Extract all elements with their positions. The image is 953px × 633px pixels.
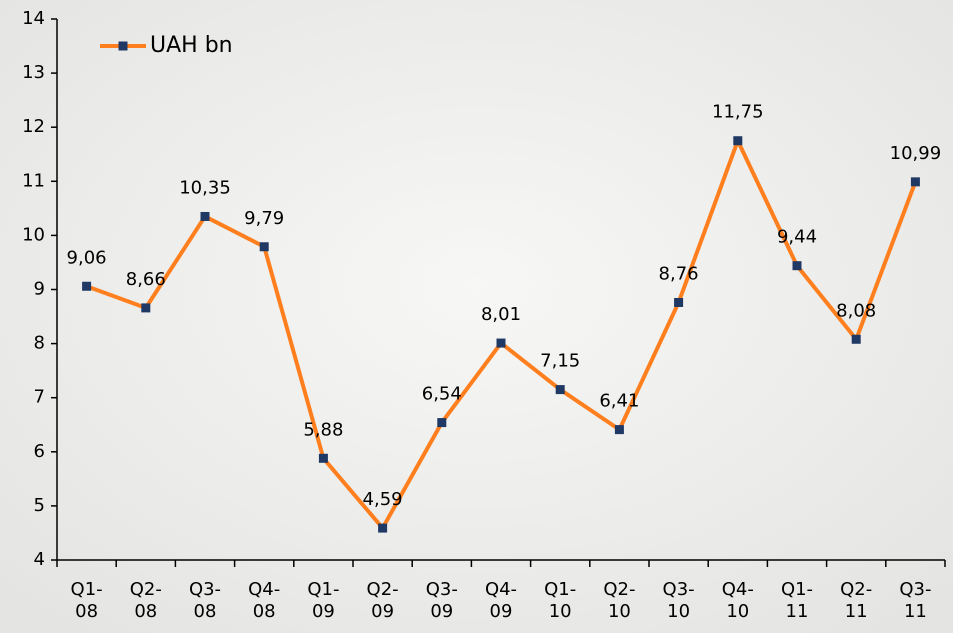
x-tick-label-line: Q2-	[367, 579, 399, 600]
point-marker	[318, 453, 328, 463]
y-tick-label: 8	[34, 333, 45, 354]
x-tick-label-line: Q3-	[426, 579, 458, 600]
x-tick-label-line: Q1-	[71, 579, 103, 600]
x-tick-label-line: 09	[430, 601, 453, 622]
x-tick-label-line: Q1-	[544, 579, 576, 600]
x-tick-label: Q1-09	[307, 579, 339, 622]
data-label: 10,99	[890, 143, 942, 164]
point-marker	[792, 261, 802, 271]
x-tick-label-line: Q4-	[722, 579, 754, 600]
point-marker	[141, 303, 151, 313]
point-marker	[259, 242, 269, 252]
y-tick-label: 13	[22, 62, 45, 83]
x-tick-label-line: 11	[904, 601, 927, 622]
y-tick-label: 5	[34, 495, 45, 516]
x-tick-label-line: 11	[786, 601, 809, 622]
x-tick-label-line: 08	[134, 601, 157, 622]
y-tick-label: 12	[22, 116, 45, 137]
x-tick-label: Q2-11	[840, 579, 872, 622]
x-tick-label-line: 08	[253, 601, 276, 622]
legend-marker	[118, 41, 128, 51]
x-tick-label-line: Q2-	[603, 579, 635, 600]
data-label: 4,59	[363, 489, 403, 510]
y-tick-label: 9	[34, 279, 45, 300]
x-tick-label: Q3-11	[899, 579, 931, 622]
x-tick-label-line: 09	[371, 601, 394, 622]
x-tick-label: Q4-09	[485, 579, 517, 622]
data-label: 7,15	[540, 351, 580, 372]
data-label: 9,06	[67, 247, 107, 268]
x-tick-label-line: 09	[312, 601, 335, 622]
point-marker	[378, 523, 388, 533]
point-marker	[674, 297, 684, 307]
x-tick-label: Q3-08	[189, 579, 221, 622]
data-label: 5,88	[303, 419, 343, 440]
data-label: 8,08	[836, 300, 876, 321]
x-tick-label: Q2-10	[603, 579, 635, 622]
data-label: 8,01	[481, 304, 521, 325]
x-tick-label: Q1-08	[71, 579, 103, 622]
data-label: 10,35	[179, 177, 231, 198]
point-marker	[614, 425, 624, 435]
x-tick-label-line: Q4-	[248, 579, 280, 600]
x-tick-label-line: Q2-	[840, 579, 872, 600]
x-tick-label: Q2-09	[367, 579, 399, 622]
x-tick-label: Q1-10	[544, 579, 576, 622]
point-marker	[437, 418, 447, 428]
data-label: 6,54	[422, 384, 462, 405]
x-tick-label-line: Q1-	[781, 579, 813, 600]
x-tick-label: Q3-10	[663, 579, 695, 622]
x-tick-label-line: Q2-	[130, 579, 162, 600]
x-tick-label: Q2-08	[130, 579, 162, 622]
point-marker	[555, 385, 565, 395]
point-marker	[82, 281, 92, 291]
y-tick-label: 10	[22, 224, 45, 245]
point-marker	[496, 338, 506, 348]
x-tick-label: Q4-10	[722, 579, 754, 622]
data-label: 9,79	[244, 208, 284, 229]
x-tick-label-line: 11	[845, 601, 868, 622]
y-tick-label: 6	[34, 441, 45, 462]
x-tick-label-line: 09	[490, 601, 513, 622]
x-tick-label-line: Q3-	[663, 579, 695, 600]
x-tick-label-line: 10	[726, 601, 749, 622]
x-tick-label-line: 08	[194, 601, 217, 622]
point-marker	[910, 177, 920, 187]
y-tick-label: 11	[22, 170, 45, 191]
x-tick-label-line: 08	[75, 601, 98, 622]
x-tick-label: Q3-09	[426, 579, 458, 622]
y-tick-label: 4	[34, 549, 45, 570]
y-tick-label: 7	[34, 387, 45, 408]
point-marker	[733, 136, 743, 146]
data-label: 9,44	[777, 227, 817, 248]
x-tick-label-line: Q4-	[485, 579, 517, 600]
x-tick-label-line: Q1-	[307, 579, 339, 600]
legend-label: UAH bn	[150, 33, 233, 58]
point-marker	[851, 334, 861, 344]
data-label: 8,76	[659, 263, 699, 284]
x-tick-label-line: Q3-	[899, 579, 931, 600]
x-tick-label-line: 10	[667, 601, 690, 622]
x-tick-label-line: 10	[549, 601, 572, 622]
y-tick-label: 14	[22, 8, 45, 29]
x-tick-label: Q4-08	[248, 579, 280, 622]
data-label: 8,66	[126, 269, 166, 290]
x-tick-label-line: Q3-	[189, 579, 221, 600]
data-label: 6,41	[599, 391, 639, 412]
x-tick-label: Q1-11	[781, 579, 813, 622]
x-tick-label-line: 10	[608, 601, 631, 622]
data-label: 11,75	[712, 102, 764, 123]
point-marker	[200, 211, 210, 221]
